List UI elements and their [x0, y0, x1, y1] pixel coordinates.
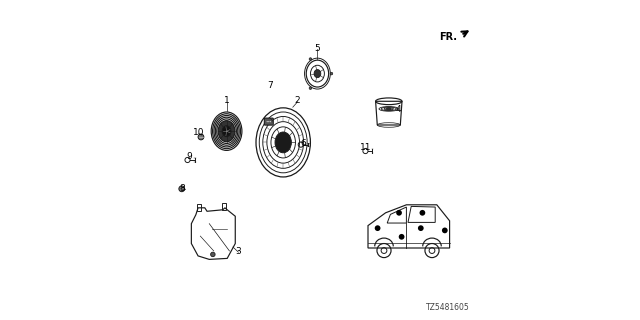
- Circle shape: [268, 121, 269, 122]
- Text: 11: 11: [360, 143, 372, 152]
- Circle shape: [418, 225, 424, 231]
- Circle shape: [396, 210, 402, 216]
- Text: 1: 1: [225, 96, 230, 105]
- Text: 5: 5: [315, 44, 320, 52]
- Ellipse shape: [309, 87, 312, 89]
- Ellipse shape: [309, 58, 312, 60]
- Circle shape: [375, 225, 380, 231]
- Text: TZ5481605: TZ5481605: [426, 303, 470, 312]
- Circle shape: [267, 121, 268, 122]
- Ellipse shape: [218, 121, 235, 142]
- Ellipse shape: [330, 72, 333, 75]
- Text: 7: 7: [268, 81, 273, 90]
- Circle shape: [198, 134, 204, 140]
- Text: 4: 4: [396, 105, 401, 114]
- Text: 10: 10: [193, 128, 204, 137]
- Circle shape: [420, 210, 426, 216]
- Ellipse shape: [387, 108, 391, 110]
- FancyBboxPatch shape: [264, 118, 273, 125]
- Circle shape: [442, 228, 448, 233]
- Circle shape: [179, 186, 184, 192]
- Circle shape: [270, 121, 271, 122]
- Text: 2: 2: [295, 96, 300, 105]
- Text: FR.: FR.: [440, 32, 458, 43]
- Ellipse shape: [222, 126, 231, 137]
- Text: 6: 6: [300, 139, 306, 148]
- Text: 8: 8: [179, 184, 184, 193]
- Circle shape: [399, 234, 404, 240]
- Circle shape: [211, 252, 215, 257]
- Ellipse shape: [314, 69, 321, 78]
- Text: 9: 9: [186, 152, 191, 161]
- Text: 3: 3: [236, 247, 241, 256]
- Ellipse shape: [275, 132, 291, 153]
